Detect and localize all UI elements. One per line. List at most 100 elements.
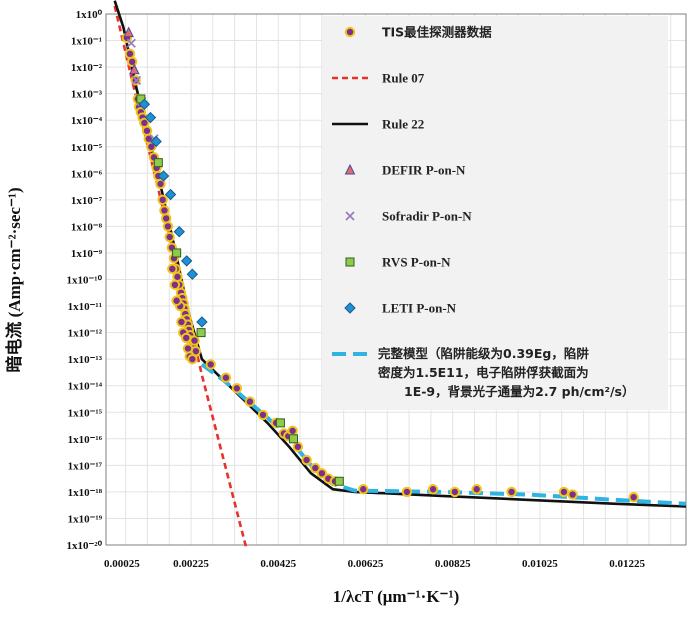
data-point (289, 434, 299, 444)
y-tick-label: 1x10⁻¹² (68, 328, 103, 340)
data-point (164, 188, 177, 201)
data-point (172, 248, 182, 258)
legend-label: Sofradir P-on-N (382, 209, 472, 224)
data-point (310, 462, 321, 474)
y-tick-label: 1x10⁻¹⁷ (68, 460, 103, 472)
y-tick-labels: 1x10⁰ 1x10⁻¹ 1x10⁻² 1x10⁻³ 1x10⁻⁴ 1x10⁻⁵ 1x10⁻… (66, 9, 102, 552)
data-point (628, 492, 639, 503)
data-point (205, 359, 216, 370)
legend-label-line: 1E-9，背景光子通量为2.7 ph/cm²/s） (404, 384, 634, 399)
data-point (292, 441, 304, 452)
data-point (471, 484, 482, 495)
data-point (155, 178, 166, 190)
data-point (189, 335, 200, 346)
data-point (157, 194, 168, 206)
data-point (150, 135, 162, 148)
data-point (180, 255, 193, 267)
legend-swatch (344, 26, 356, 38)
data-point (220, 372, 232, 383)
y-tick-label: 1x10⁻² (71, 62, 103, 74)
y-tick-label: 1x10⁻¹⁶ (68, 434, 103, 446)
legend-label: DEFIR P-on-N (382, 163, 466, 178)
data-point (162, 221, 174, 232)
x-tick-label: 0.00225 (173, 558, 209, 570)
data-point (257, 409, 269, 421)
y-axis-title: 暗电流 (Amp·cm⁻²·sec⁻¹) (4, 187, 24, 372)
y-tick-label: 1x10⁻⁸ (71, 221, 103, 233)
data-point (123, 26, 134, 38)
x-tick-label: 0.01025 (522, 558, 558, 570)
data-point (129, 63, 140, 75)
data-point (506, 486, 517, 498)
data-point (173, 226, 185, 238)
y-tick-label: 1x10⁻¹⁸ (68, 487, 103, 499)
data-point (153, 158, 163, 168)
data-point (558, 486, 570, 498)
data-point (126, 56, 138, 67)
data-point (186, 268, 199, 280)
data-point (401, 486, 413, 498)
data-point (449, 486, 461, 498)
data-point (176, 316, 187, 328)
data-point (196, 328, 206, 338)
legend-label: TIS最佳探测器数据 (382, 25, 492, 40)
data-point (187, 353, 198, 365)
data-point (138, 98, 151, 110)
x-tick-label: 0.00025 (104, 558, 140, 570)
y-tick-label: 1x10⁻¹⁵ (68, 407, 103, 419)
legend-label-line: 完整模型（陷阱能级为0.39Eg，陷阱 (378, 346, 589, 361)
legend-label: LETI P-on-N (382, 301, 457, 316)
y-tick-label: 1x10⁻⁷ (71, 195, 103, 207)
y-tick-label: 1x10⁻¹¹ (68, 301, 102, 313)
data-point (316, 468, 328, 479)
data-point (334, 476, 344, 486)
legend: TIS最佳探测器数据 Rule 07 Rule 22 DEFIR P-on-N Sofr… (332, 25, 634, 399)
y-tick-label: 1x10⁻⁶ (71, 168, 103, 180)
data-point (169, 279, 181, 291)
data-point (567, 489, 578, 500)
data-point (427, 484, 439, 495)
data-point (126, 38, 136, 48)
data-point (196, 316, 208, 328)
legend-label: RVS P-on-N (382, 255, 451, 270)
y-tick-label: 1x10⁻⁴ (71, 115, 103, 127)
y-tick-label: 1x10⁻¹⁴ (68, 381, 103, 393)
series-line-7 (200, 362, 687, 506)
y-tick-label: 1x10⁻⁹ (71, 248, 103, 260)
data-point (231, 383, 243, 394)
data-point (167, 263, 178, 275)
x-axis-title: 1/λcT (μm⁻¹·K⁻¹) (333, 587, 460, 606)
data-point (244, 396, 256, 407)
legend-swatch (345, 257, 355, 267)
y-tick-label: 1x10⁻¹⁰ (66, 275, 102, 287)
data-point (275, 418, 285, 428)
legend-swatch (345, 211, 355, 221)
x-tick-label: 0.00425 (260, 558, 296, 570)
legend-swatch (344, 302, 356, 314)
data-point (171, 295, 182, 306)
legend-label: Rule 07 (382, 71, 425, 86)
y-tick-label: 1x10⁻³ (71, 89, 103, 101)
plot-area-frame (105, 13, 687, 546)
series-layer (113, 0, 687, 547)
y-tick-label: 1x10⁰ (76, 9, 103, 21)
data-point (157, 170, 170, 182)
legend-swatch (344, 163, 356, 175)
data-point (144, 111, 157, 124)
data-point (181, 332, 192, 344)
y-tick-label: 1x10⁻¹ (71, 36, 102, 48)
data-point (287, 425, 298, 437)
legend-label: Rule 22 (382, 117, 424, 132)
x-tick-label: 0.00825 (435, 558, 471, 570)
data-point (301, 454, 312, 466)
data-point (358, 484, 369, 495)
legend-label-line: 密度为1.5E11，电子陷阱俘获截面为 (377, 365, 589, 380)
x-tick-labels: 0.00025 0.00225 0.00425 0.00625 0.00825 0.010… (104, 558, 646, 570)
y-tick-label: 1x10⁻²⁰ (66, 540, 102, 552)
x-tick-label: 0.01225 (609, 558, 645, 570)
x-tick-label: 0.00625 (348, 558, 384, 570)
data-point (164, 231, 175, 243)
legend-box (322, 16, 668, 410)
data-point (131, 75, 142, 86)
